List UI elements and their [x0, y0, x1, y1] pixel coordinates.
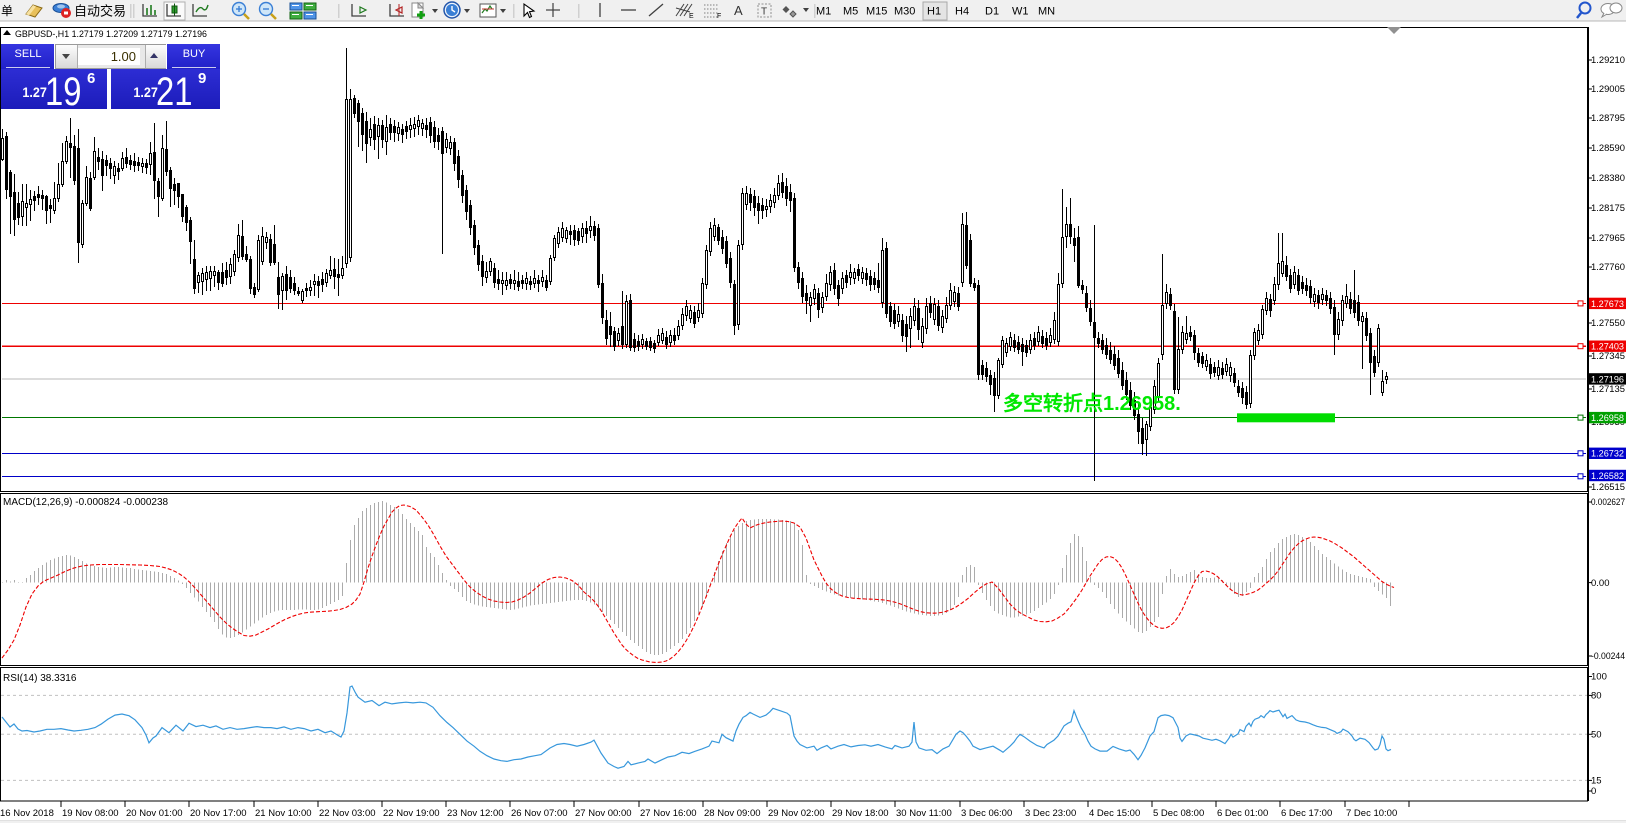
svg-text:1.26732: 1.26732	[1591, 449, 1624, 460]
svg-text:RSI(14) 38.3316: RSI(14) 38.3316	[3, 673, 77, 684]
svg-text:1.26515: 1.26515	[1591, 482, 1625, 493]
svg-text:6 Dec 17:00: 6 Dec 17:00	[1281, 808, 1332, 819]
svg-text:MACD(12,26,9) -0.000824 -0.000: MACD(12,26,9) -0.000824 -0.000238	[3, 497, 169, 508]
svg-text:1.27345: 1.27345	[1591, 351, 1625, 362]
svg-text:23 Nov 12:00: 23 Nov 12:00	[447, 808, 504, 819]
svg-text:D1: D1	[985, 6, 999, 18]
svg-text:E: E	[689, 13, 694, 20]
svg-text:1.28795: 1.28795	[1591, 113, 1625, 124]
svg-text:26 Nov 07:00: 26 Nov 07:00	[511, 808, 568, 819]
svg-text:-0.00244: -0.00244	[1591, 651, 1625, 662]
svg-text:21 Nov 10:00: 21 Nov 10:00	[255, 808, 312, 819]
svg-text:100: 100	[1591, 672, 1607, 683]
svg-text:1.29210: 1.29210	[1591, 55, 1625, 66]
svg-text:1.27760: 1.27760	[1591, 262, 1625, 273]
svg-text:16 Nov 2018: 16 Nov 2018	[0, 808, 54, 819]
svg-text:H1: H1	[927, 6, 941, 18]
svg-text:0.00: 0.00	[1591, 578, 1610, 589]
svg-text:1.26582: 1.26582	[1591, 471, 1624, 482]
svg-text:GBPUSD-,H1 1.27179 1.27209 1.: GBPUSD-,H1 1.27179 1.27209 1.27179 1.271…	[15, 29, 207, 40]
svg-text:0.002627: 0.002627	[1591, 497, 1625, 508]
svg-text:28 Nov 09:00: 28 Nov 09:00	[704, 808, 761, 819]
svg-text:80: 80	[1591, 691, 1602, 702]
svg-text:19 Nov 08:00: 19 Nov 08:00	[62, 808, 119, 819]
svg-text:1.26958: 1.26958	[1591, 413, 1624, 424]
svg-text:F: F	[717, 13, 721, 20]
svg-text:MN: MN	[1038, 6, 1055, 18]
svg-text:50: 50	[1591, 730, 1602, 741]
svg-text:W1: W1	[1012, 6, 1029, 18]
svg-text:1.27403: 1.27403	[1591, 342, 1624, 353]
svg-text:3 Dec 06:00: 3 Dec 06:00	[961, 808, 1012, 819]
svg-text:自动交易: 自动交易	[74, 4, 126, 19]
svg-text:15: 15	[1591, 776, 1602, 787]
svg-text:3 Dec 23:00: 3 Dec 23:00	[1025, 808, 1076, 819]
svg-text:1.28590: 1.28590	[1591, 143, 1625, 154]
svg-text:1.27135: 1.27135	[1591, 384, 1625, 395]
svg-text:A: A	[734, 3, 743, 18]
svg-text:29 Nov 02:00: 29 Nov 02:00	[768, 808, 825, 819]
svg-text:5 Dec 08:00: 5 Dec 08:00	[1153, 808, 1204, 819]
svg-text:M15: M15	[866, 6, 887, 18]
svg-text:30 Nov 11:00: 30 Nov 11:00	[896, 808, 952, 819]
svg-text:22 Nov 03:00: 22 Nov 03:00	[319, 808, 376, 819]
svg-text:M30: M30	[894, 6, 915, 18]
svg-text:H4: H4	[955, 6, 969, 18]
svg-text:1.28175: 1.28175	[1591, 203, 1625, 214]
svg-text:22 Nov 19:00: 22 Nov 19:00	[383, 808, 440, 819]
svg-text:27 Nov 00:00: 27 Nov 00:00	[575, 808, 632, 819]
svg-text:1.27965: 1.27965	[1591, 233, 1625, 244]
svg-text:4 Dec 15:00: 4 Dec 15:00	[1089, 808, 1140, 819]
svg-text:1.27673: 1.27673	[1591, 299, 1624, 310]
svg-text:单: 单	[1, 4, 13, 18]
svg-text:1.27196: 1.27196	[1591, 374, 1624, 385]
svg-text:1.29005: 1.29005	[1591, 84, 1625, 95]
svg-text:T: T	[761, 7, 767, 18]
svg-text:M1: M1	[816, 6, 831, 18]
svg-text:1.28380: 1.28380	[1591, 173, 1625, 184]
svg-text:多空转折点1.26958.: 多空转折点1.26958.	[1003, 391, 1181, 415]
svg-text:20 Nov 01:00: 20 Nov 01:00	[126, 808, 183, 819]
svg-text:7 Dec 10:00: 7 Dec 10:00	[1346, 808, 1397, 819]
svg-text:29 Nov 18:00: 29 Nov 18:00	[832, 808, 889, 819]
svg-text:20 Nov 17:00: 20 Nov 17:00	[190, 808, 247, 819]
svg-text:1.27550: 1.27550	[1591, 318, 1625, 329]
svg-text:0: 0	[1591, 786, 1596, 797]
svg-text:6 Dec 01:00: 6 Dec 01:00	[1217, 808, 1268, 819]
svg-text:M5: M5	[843, 6, 858, 18]
svg-text:27 Nov 16:00: 27 Nov 16:00	[640, 808, 697, 819]
